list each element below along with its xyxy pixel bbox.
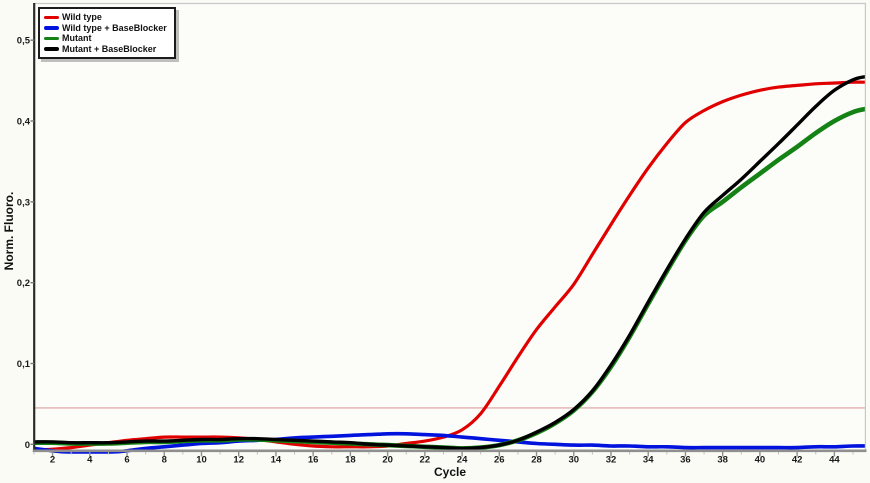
x-tick-label: 34 <box>643 455 654 466</box>
x-tick-label: 12 <box>233 455 244 466</box>
y-axis-label: Norm. Fluoro. <box>2 191 16 271</box>
x-tick-label: 40 <box>755 455 766 466</box>
x-tick-label: 36 <box>680 455 691 466</box>
y-tick-label: 0,3 <box>17 197 30 208</box>
plot-area <box>34 3 866 451</box>
legend-label: Wild type <box>62 12 102 22</box>
wild-type-baseblocker-line-swatch-icon <box>44 26 59 30</box>
legend-item-mutant: Mutant <box>44 33 167 44</box>
y-tick-label: 0,1 <box>17 359 31 370</box>
x-tick-label: 6 <box>124 455 129 466</box>
legend-item-wild-type: Wild type <box>44 12 167 23</box>
x-tick-label: 24 <box>457 455 468 466</box>
x-tick-label: 14 <box>271 455 282 466</box>
x-tick-label: 20 <box>382 455 393 466</box>
mutant-line-swatch-icon <box>44 36 59 40</box>
x-tick-label: 16 <box>308 455 319 466</box>
x-tick-label: 32 <box>606 455 617 466</box>
legend: Wild type Wild type + BaseBlocker Mutant… <box>38 7 176 59</box>
legend-item-mutant-baseblocker: Mutant + BaseBlocker <box>44 44 167 55</box>
legend-label: Mutant <box>62 33 92 43</box>
x-tick-label: 2 <box>50 455 55 466</box>
legend-item-wild-type-baseblocker: Wild type + BaseBlocker <box>44 23 167 34</box>
x-tick-label: 44 <box>829 455 840 466</box>
x-tick-label: 18 <box>345 455 356 466</box>
wild-type-curve <box>34 80 866 452</box>
y-tick-label: 0,4 <box>17 117 31 128</box>
wild-type-baseblocker-curve <box>34 431 866 454</box>
x-tick-label: 8 <box>162 455 167 466</box>
x-tick-label: 28 <box>531 455 542 466</box>
x-tick-label: 38 <box>717 455 728 466</box>
x-tick-label: 30 <box>568 455 579 466</box>
x-axis-label: Cycle <box>433 465 467 479</box>
x-tick-label: 42 <box>792 455 803 466</box>
mutant-baseblocker-curve <box>34 74 866 451</box>
y-tick-label: 0,2 <box>17 278 30 289</box>
legend-label: Mutant + BaseBlocker <box>62 43 157 54</box>
wild-type-line-swatch-icon <box>44 15 59 19</box>
x-tick-label: 10 <box>196 455 207 466</box>
y-tick-label: 0,5 <box>17 36 31 47</box>
x-tick-label: 22 <box>420 455 431 466</box>
mutant-baseblocker-line-swatch-icon <box>44 47 59 51</box>
x-tick-label: 26 <box>494 455 505 466</box>
y-tick-label: 0 <box>25 440 30 451</box>
legend-label: Wild type + BaseBlocker <box>62 22 167 33</box>
x-tick-label: 4 <box>87 455 93 466</box>
